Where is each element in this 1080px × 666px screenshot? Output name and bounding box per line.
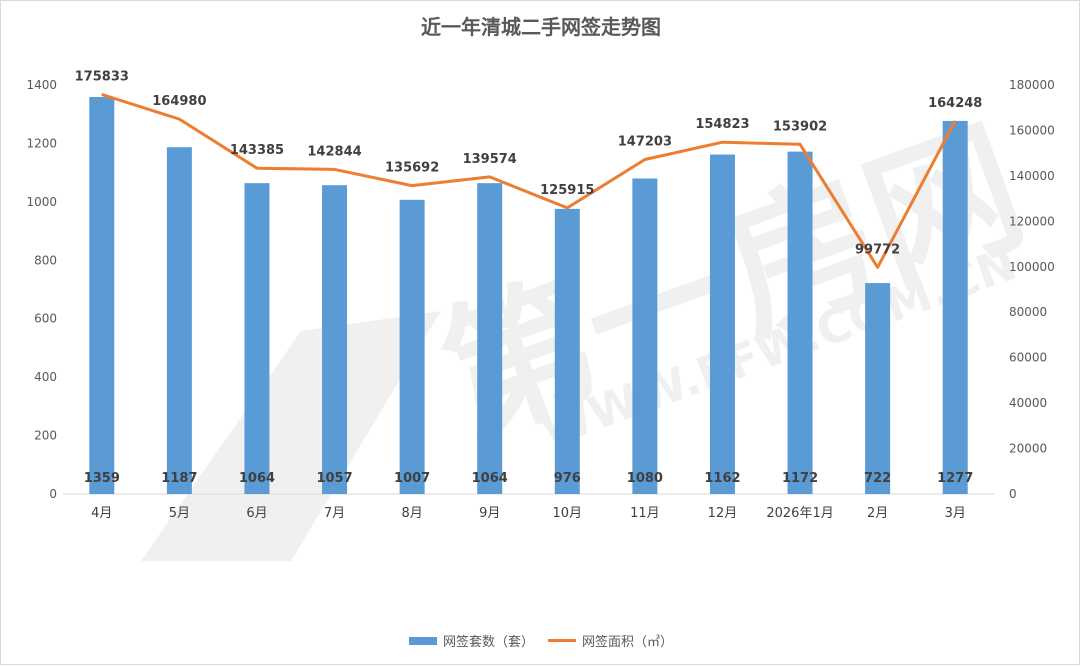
- bar: [399, 199, 425, 495]
- bar-data-label: 1162: [704, 471, 740, 486]
- y-left-tick-label: 200: [34, 429, 57, 443]
- y-left-tick-label: 0: [49, 487, 57, 501]
- y-left-tick-label: 600: [34, 312, 57, 326]
- bar-data-label: 1080: [627, 471, 663, 486]
- x-tick-label: 4月: [91, 506, 112, 521]
- bar: [244, 183, 270, 494]
- x-tick-label: 12月: [708, 506, 738, 521]
- line-data-label: 175833: [75, 69, 129, 84]
- x-tick-label: 9月: [479, 506, 500, 521]
- line-data-label: 153902: [773, 119, 827, 134]
- line-data-label: 164980: [152, 94, 206, 109]
- line-series: [101, 93, 957, 269]
- bar: [477, 183, 503, 494]
- legend-label-line: 网签面积（㎡）: [582, 635, 674, 650]
- line-data-label: 143385: [230, 143, 284, 158]
- x-tick-label: 8月: [401, 506, 422, 521]
- bar-data-labels: 1359 1187 1064 1057 1007 1064 976 1080 1162 1172 7…: [84, 471, 974, 486]
- bar-data-label: 1187: [161, 471, 197, 486]
- bar-data-label: 1064: [239, 471, 275, 486]
- line-data-label: 139574: [463, 152, 517, 167]
- y-right-tick-label: 180000: [1009, 78, 1055, 92]
- bar-data-label: 976: [554, 471, 581, 486]
- x-tick-label: 5月: [169, 506, 190, 521]
- y-right-tick-label: 20000: [1009, 442, 1047, 456]
- bar: [865, 283, 891, 494]
- x-tick-label: 10月: [553, 506, 583, 521]
- y-left-tick-label: 1400: [26, 78, 57, 92]
- legend-swatch-line: [548, 639, 576, 642]
- line-data-label: 99772: [855, 242, 900, 257]
- legend-item-bar: 网签套数（套）: [408, 631, 534, 650]
- x-tick-label: 2026年1月: [766, 506, 833, 521]
- bar-data-label: 1172: [782, 471, 818, 486]
- x-tick-label: 3月: [945, 506, 966, 521]
- y-right-tick-label: 60000: [1009, 351, 1047, 365]
- y-left-tick-label: 1200: [26, 136, 57, 150]
- bar: [632, 178, 658, 494]
- y-left-tick-label: 800: [34, 253, 57, 267]
- bar-data-label: 722: [864, 471, 891, 486]
- line-data-label: 142844: [307, 144, 361, 159]
- y-axis-left: 0 200 400 600 800 1000 1200 1400: [26, 78, 57, 501]
- line-data-label: 164248: [928, 96, 982, 111]
- series-line: [101, 93, 957, 269]
- bar-data-label: 1057: [316, 471, 352, 486]
- line-data-label: 125915: [540, 183, 594, 198]
- legend: 网签套数（套） 网签面积（㎡）: [1, 631, 1080, 650]
- x-tick-label: 7月: [324, 506, 345, 521]
- x-axis: 4月 5月 6月 7月 8月 9月 10月 11月 12月 2026年1月 2月 3月: [63, 493, 994, 521]
- y-left-tick-label: 1000: [26, 195, 57, 209]
- bar: [322, 185, 348, 494]
- bar-data-label: 1277: [937, 471, 973, 486]
- bar: [554, 208, 580, 494]
- y-right-tick-label: 140000: [1009, 169, 1055, 183]
- chart-title: 近一年清城二手网签走势图: [421, 15, 661, 39]
- legend-swatch-bar: [408, 636, 437, 645]
- line-data-label: 147203: [618, 135, 672, 150]
- y-right-tick-label: 40000: [1009, 396, 1047, 410]
- bar: [787, 151, 813, 494]
- line-data-label: 135692: [385, 161, 439, 176]
- bar-data-label: 1007: [394, 471, 430, 486]
- legend-item-line: 网签面积（㎡）: [548, 631, 673, 650]
- y-right-tick-label: 160000: [1009, 123, 1055, 137]
- y-right-tick-label: 120000: [1009, 214, 1055, 228]
- y-axis-right: 0 20000 40000 60000 80000 100000 120000 140000 1…: [1009, 78, 1055, 501]
- y-right-tick-label: 80000: [1009, 305, 1047, 319]
- bar: [709, 154, 735, 494]
- x-tick-label: 6月: [246, 506, 267, 521]
- y-right-tick-label: 0: [1009, 487, 1017, 501]
- bar: [942, 120, 968, 495]
- x-tick-label: 11月: [630, 506, 660, 521]
- legend-label-bar: 网签套数（套）: [442, 635, 534, 650]
- bar-data-label: 1359: [84, 471, 120, 486]
- line-data-label: 154823: [695, 117, 749, 132]
- x-tick-label: 2月: [867, 506, 888, 521]
- bar: [166, 147, 192, 494]
- bar-data-label: 1064: [472, 471, 508, 486]
- bar-series: [89, 96, 968, 495]
- y-right-tick-label: 100000: [1009, 260, 1055, 274]
- y-left-tick-label: 400: [34, 370, 57, 384]
- bar: [89, 96, 115, 495]
- line-data-labels: 175833 164980 143385 142844 135692 139574 1259…: [75, 69, 983, 257]
